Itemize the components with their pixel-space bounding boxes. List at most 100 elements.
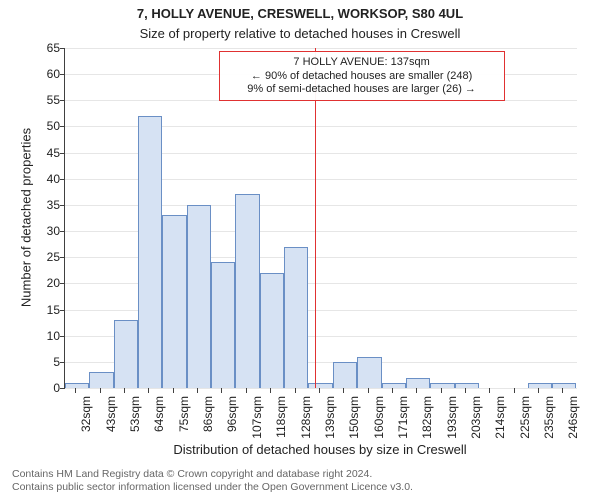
histogram-bar bbox=[357, 357, 381, 388]
y-tick bbox=[60, 153, 65, 154]
y-tick bbox=[60, 336, 65, 337]
x-tick-label: 160sqm bbox=[372, 396, 386, 448]
histogram-bar bbox=[260, 273, 284, 388]
y-tick-label: 55 bbox=[20, 93, 60, 107]
histogram-bar bbox=[308, 383, 332, 388]
chart-title: 7, HOLLY AVENUE, CRESWELL, WORKSOP, S80 … bbox=[0, 6, 600, 21]
x-tick-label: 150sqm bbox=[347, 396, 361, 448]
y-tick bbox=[60, 283, 65, 284]
x-tick-label: 203sqm bbox=[469, 396, 483, 448]
x-tick-label: 64sqm bbox=[152, 396, 166, 448]
x-tick-label: 171sqm bbox=[396, 396, 410, 448]
histogram-bar bbox=[333, 362, 357, 388]
footer-line-2: Contains public sector information licen… bbox=[12, 481, 413, 494]
y-tick-label: 25 bbox=[20, 250, 60, 264]
y-tick bbox=[60, 205, 65, 206]
x-tick bbox=[392, 388, 393, 393]
x-tick-label: 214sqm bbox=[493, 396, 507, 448]
y-tick-label: 60 bbox=[20, 67, 60, 81]
histogram-bar bbox=[382, 383, 406, 388]
annotation-line: ← 90% of detached houses are smaller (24… bbox=[228, 70, 496, 83]
y-tick bbox=[60, 179, 65, 180]
histogram-bar bbox=[211, 262, 235, 388]
x-tick bbox=[148, 388, 149, 393]
chart-subtitle: Size of property relative to detached ho… bbox=[0, 26, 600, 41]
y-tick-label: 50 bbox=[20, 119, 60, 133]
y-tick bbox=[60, 257, 65, 258]
histogram-bar bbox=[89, 372, 113, 388]
x-tick bbox=[343, 388, 344, 393]
footer-attribution: Contains HM Land Registry data © Crown c… bbox=[12, 468, 413, 494]
histogram-bar bbox=[552, 383, 576, 388]
histogram-bar bbox=[65, 383, 89, 388]
x-tick bbox=[124, 388, 125, 393]
histogram-bar bbox=[138, 116, 162, 388]
x-tick-label: 235sqm bbox=[542, 396, 556, 448]
x-axis-title: Distribution of detached houses by size … bbox=[64, 442, 576, 457]
x-tick bbox=[538, 388, 539, 393]
y-tick-label: 30 bbox=[20, 224, 60, 238]
histogram-bar bbox=[162, 215, 186, 388]
histogram-bar bbox=[235, 194, 259, 388]
y-tick-label: 65 bbox=[20, 41, 60, 55]
x-tick bbox=[100, 388, 101, 393]
x-tick bbox=[514, 388, 515, 393]
x-tick-label: 182sqm bbox=[420, 396, 434, 448]
y-tick bbox=[60, 362, 65, 363]
x-tick bbox=[319, 388, 320, 393]
x-tick bbox=[295, 388, 296, 393]
y-tick bbox=[60, 310, 65, 311]
histogram-bar bbox=[455, 383, 479, 388]
histogram-bar bbox=[406, 378, 430, 388]
x-tick bbox=[562, 388, 563, 393]
y-tick-label: 20 bbox=[20, 276, 60, 290]
x-tick-label: 139sqm bbox=[323, 396, 337, 448]
y-tick-label: 45 bbox=[20, 146, 60, 160]
x-tick bbox=[197, 388, 198, 393]
x-tick bbox=[221, 388, 222, 393]
footer-line-1: Contains HM Land Registry data © Crown c… bbox=[12, 468, 413, 481]
histogram-bar bbox=[528, 383, 552, 388]
y-tick bbox=[60, 100, 65, 101]
y-tick bbox=[60, 231, 65, 232]
gridline bbox=[65, 48, 577, 49]
x-tick-label: 53sqm bbox=[128, 396, 142, 448]
y-tick-label: 40 bbox=[20, 172, 60, 186]
histogram-bar bbox=[284, 247, 308, 388]
y-tick bbox=[60, 388, 65, 389]
x-tick-label: 225sqm bbox=[518, 396, 532, 448]
x-tick-label: 118sqm bbox=[274, 396, 288, 448]
x-tick-label: 193sqm bbox=[445, 396, 459, 448]
annotation-box: 7 HOLLY AVENUE: 137sqm← 90% of detached … bbox=[219, 51, 505, 101]
y-tick-label: 35 bbox=[20, 198, 60, 212]
y-tick bbox=[60, 126, 65, 127]
y-tick bbox=[60, 74, 65, 75]
x-tick bbox=[75, 388, 76, 393]
plot-area: 7 HOLLY AVENUE: 137sqm← 90% of detached … bbox=[64, 48, 577, 389]
x-tick bbox=[465, 388, 466, 393]
y-tick-label: 0 bbox=[20, 381, 60, 395]
x-tick bbox=[270, 388, 271, 393]
x-tick bbox=[441, 388, 442, 393]
x-tick-label: 32sqm bbox=[79, 396, 93, 448]
y-tick bbox=[60, 48, 65, 49]
histogram-bar bbox=[430, 383, 454, 388]
y-tick-label: 5 bbox=[20, 355, 60, 369]
chart-container: 7, HOLLY AVENUE, CRESWELL, WORKSOP, S80 … bbox=[0, 0, 600, 500]
x-tick-label: 107sqm bbox=[250, 396, 264, 448]
x-tick bbox=[246, 388, 247, 393]
y-tick-label: 15 bbox=[20, 303, 60, 317]
x-tick bbox=[368, 388, 369, 393]
x-tick bbox=[489, 388, 490, 393]
x-tick-label: 75sqm bbox=[177, 396, 191, 448]
x-tick bbox=[416, 388, 417, 393]
annotation-line: 7 HOLLY AVENUE: 137sqm bbox=[228, 56, 496, 69]
x-tick bbox=[173, 388, 174, 393]
x-tick-label: 246sqm bbox=[566, 396, 580, 448]
x-tick-label: 128sqm bbox=[299, 396, 313, 448]
annotation-line: 9% of semi-detached houses are larger (2… bbox=[228, 83, 496, 96]
x-tick-label: 43sqm bbox=[104, 396, 118, 448]
x-tick-label: 96sqm bbox=[225, 396, 239, 448]
x-tick-label: 86sqm bbox=[201, 396, 215, 448]
histogram-bar bbox=[187, 205, 211, 388]
